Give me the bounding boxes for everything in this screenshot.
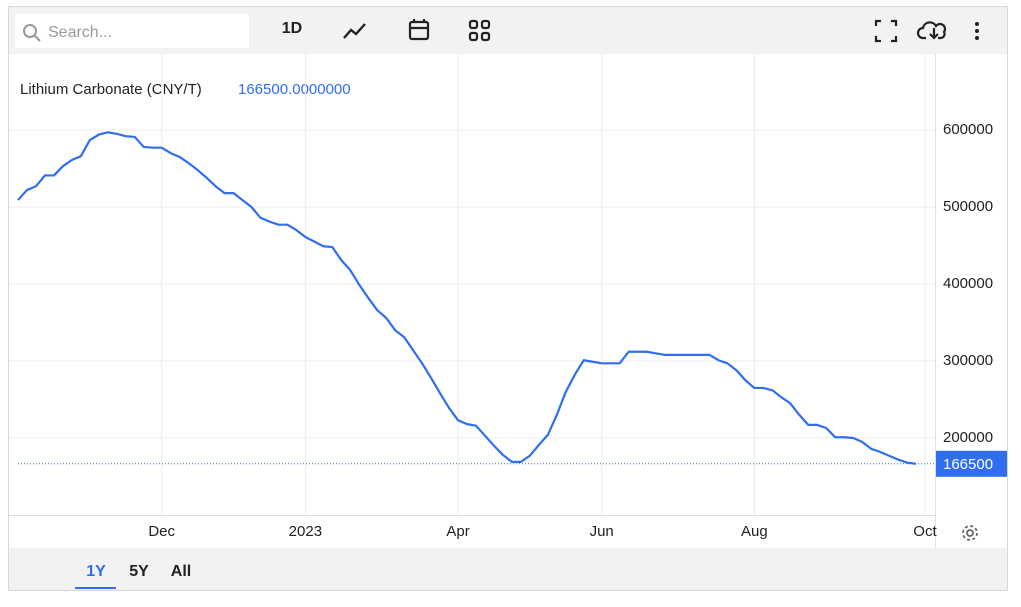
y-tick-label: 300000 xyxy=(943,352,993,369)
search-box[interactable] xyxy=(15,14,249,48)
range-bar xyxy=(9,548,1007,590)
x-tick-label: Jun xyxy=(590,523,614,540)
search-placeholder[interactable]: Search... xyxy=(48,24,112,41)
frame xyxy=(8,6,1008,591)
search-icon xyxy=(23,24,37,38)
legend-name: Lithium Carbonate (CNY/T) xyxy=(20,81,202,98)
price-tag-label: 166500 xyxy=(943,456,993,473)
y-tick-label: 500000 xyxy=(943,198,993,215)
chart-type-icon[interactable] xyxy=(343,23,366,39)
fullscreen-icon[interactable] xyxy=(874,19,898,43)
layout-icon[interactable] xyxy=(468,19,491,42)
y-tick-label: 600000 xyxy=(943,121,993,138)
x-tick-label: Oct xyxy=(913,523,937,540)
x-tick-label: Aug xyxy=(741,523,768,540)
range-button[interactable]: 1Y xyxy=(86,563,106,580)
search-icon xyxy=(33,34,41,42)
y-tick-label: 200000 xyxy=(943,429,993,446)
settings-icon[interactable] xyxy=(962,525,978,541)
range-button[interactable]: 5Y xyxy=(129,563,149,580)
x-tick-label: Apr xyxy=(446,523,469,540)
menu-icon[interactable] xyxy=(975,22,979,40)
y-tick-label: 400000 xyxy=(943,275,993,292)
price-tag xyxy=(936,450,1007,477)
legend-value: 166500.0000000 xyxy=(238,81,351,98)
x-tick-label: Dec xyxy=(148,523,175,540)
price-line xyxy=(17,131,917,465)
x-tick-label: 2023 xyxy=(289,523,322,540)
interval-button[interactable]: 1D xyxy=(282,20,302,37)
download-icon[interactable] xyxy=(916,21,947,40)
calendar-icon[interactable] xyxy=(408,19,430,41)
range-button[interactable]: All xyxy=(171,563,191,580)
